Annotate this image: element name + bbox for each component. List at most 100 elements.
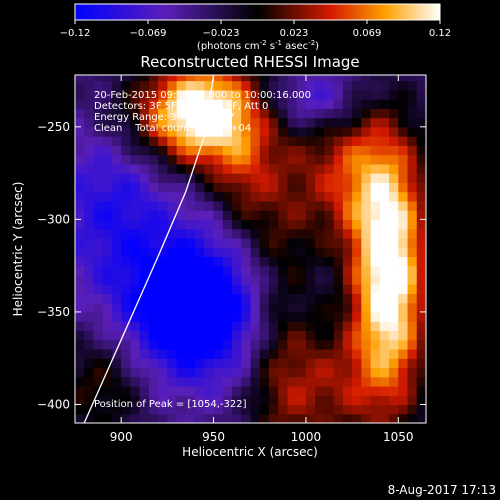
heatmap-cell bbox=[389, 182, 399, 193]
heatmap-cell bbox=[176, 330, 187, 341]
heatmap-cell bbox=[222, 182, 233, 193]
heatmap-cell bbox=[315, 376, 325, 387]
heatmap-cell bbox=[398, 75, 409, 82]
heatmap-cell bbox=[324, 247, 335, 258]
heatmap-cell bbox=[361, 311, 372, 322]
heatmap-cell bbox=[324, 173, 335, 183]
x-tick-label: 1050 bbox=[383, 430, 414, 444]
heatmap-cell bbox=[195, 348, 205, 359]
heatmap-cell bbox=[195, 256, 205, 267]
heatmap-cell bbox=[139, 126, 150, 137]
heatmap-cell bbox=[315, 108, 325, 119]
heatmap-cell bbox=[342, 358, 353, 369]
heatmap-cell bbox=[268, 99, 279, 109]
heatmap-cell bbox=[407, 182, 418, 193]
heatmap-cell bbox=[352, 274, 362, 285]
heatmap-cell bbox=[287, 191, 298, 202]
heatmap-cell bbox=[111, 89, 122, 100]
heatmap-cell bbox=[148, 413, 159, 423]
heatmap-cell bbox=[84, 256, 95, 267]
heatmap-cell bbox=[379, 256, 390, 267]
heatmap-cell bbox=[222, 237, 233, 248]
heatmap-cell bbox=[278, 274, 289, 285]
heatmap-cell bbox=[84, 182, 95, 193]
y-tick-label: −300 bbox=[37, 212, 70, 226]
heatmap-cell bbox=[324, 302, 335, 313]
heatmap-cell bbox=[213, 376, 224, 387]
heatmap-cell bbox=[75, 348, 85, 359]
heatmap-cell bbox=[176, 182, 187, 193]
heatmap-cell bbox=[213, 163, 224, 174]
heatmap-cell bbox=[102, 395, 113, 406]
heatmap-cell bbox=[361, 182, 372, 193]
heatmap-cell bbox=[259, 117, 270, 128]
heatmap-cell bbox=[185, 237, 196, 248]
heatmap-cell bbox=[195, 321, 205, 332]
heatmap-cell bbox=[158, 339, 168, 350]
heatmap-cell bbox=[342, 330, 353, 341]
heatmap-cell bbox=[398, 302, 409, 313]
heatmap-cell bbox=[176, 247, 187, 258]
heatmap-cell bbox=[213, 247, 224, 258]
heatmap-cell bbox=[232, 330, 242, 341]
heatmap-cell bbox=[287, 80, 298, 91]
heatmap-cell bbox=[333, 237, 344, 248]
heatmap-cell bbox=[84, 99, 95, 109]
heatmap-cell bbox=[121, 274, 132, 285]
heatmap-cell bbox=[278, 339, 289, 350]
heatmap-cell bbox=[158, 108, 168, 119]
heatmap-cell bbox=[222, 117, 233, 128]
heatmap-cell bbox=[222, 265, 233, 276]
heatmap-cell bbox=[352, 358, 362, 369]
heatmap-cell bbox=[379, 173, 390, 183]
heatmap-cell bbox=[287, 376, 298, 387]
heatmap-cell bbox=[232, 145, 242, 156]
heatmap-cell bbox=[84, 395, 95, 406]
heatmap-cell bbox=[213, 108, 224, 119]
heatmap-cell bbox=[75, 293, 85, 304]
heatmap-cell bbox=[268, 311, 279, 322]
heatmap-cell bbox=[315, 99, 325, 109]
heatmap-cell bbox=[167, 385, 178, 396]
heatmap-cell bbox=[278, 145, 289, 156]
heatmap-cell bbox=[416, 302, 426, 313]
heatmap-cell bbox=[352, 210, 362, 220]
heatmap-cell bbox=[121, 302, 132, 313]
heatmap-cell bbox=[361, 136, 372, 146]
heatmap-cell bbox=[379, 136, 390, 146]
heatmap-cell bbox=[130, 256, 141, 267]
heatmap-cell bbox=[195, 265, 205, 276]
heatmap-cell bbox=[111, 358, 122, 369]
heatmap-cell bbox=[93, 200, 104, 211]
heatmap-cell bbox=[232, 395, 242, 406]
heatmap-cell bbox=[416, 247, 426, 258]
heatmap-cell bbox=[241, 89, 252, 100]
heatmap-cell bbox=[195, 173, 205, 183]
heatmap-cell bbox=[305, 395, 316, 406]
heatmap-cell bbox=[241, 321, 252, 332]
heatmap-cell bbox=[278, 358, 289, 369]
heatmap-cell bbox=[195, 413, 205, 423]
heatmap-cell bbox=[121, 311, 132, 322]
heatmap-cell bbox=[379, 348, 390, 359]
heatmap-cell bbox=[379, 395, 390, 406]
heatmap-cell bbox=[315, 293, 325, 304]
heatmap-cell bbox=[130, 311, 141, 322]
timestamp: 8-Aug-2017 17:13 bbox=[388, 483, 496, 497]
heatmap-cell bbox=[379, 80, 390, 91]
heatmap-cell bbox=[139, 163, 150, 174]
heatmap-cell bbox=[185, 117, 196, 128]
heatmap-cell bbox=[398, 191, 409, 202]
heatmap-cell bbox=[278, 302, 289, 313]
heatmap-cell bbox=[195, 163, 205, 174]
heatmap-cell bbox=[407, 395, 418, 406]
heatmap-cell bbox=[84, 154, 95, 165]
heatmap-cell bbox=[278, 163, 289, 174]
heatmap-cell bbox=[268, 191, 279, 202]
x-axis-label: Heliocentric X (arcsec) bbox=[182, 445, 318, 459]
heatmap-cell bbox=[139, 274, 150, 285]
heatmap-cell bbox=[389, 200, 399, 211]
heatmap-cell bbox=[167, 376, 178, 387]
heatmap-cell bbox=[93, 191, 104, 202]
heatmap-cell bbox=[185, 404, 196, 415]
